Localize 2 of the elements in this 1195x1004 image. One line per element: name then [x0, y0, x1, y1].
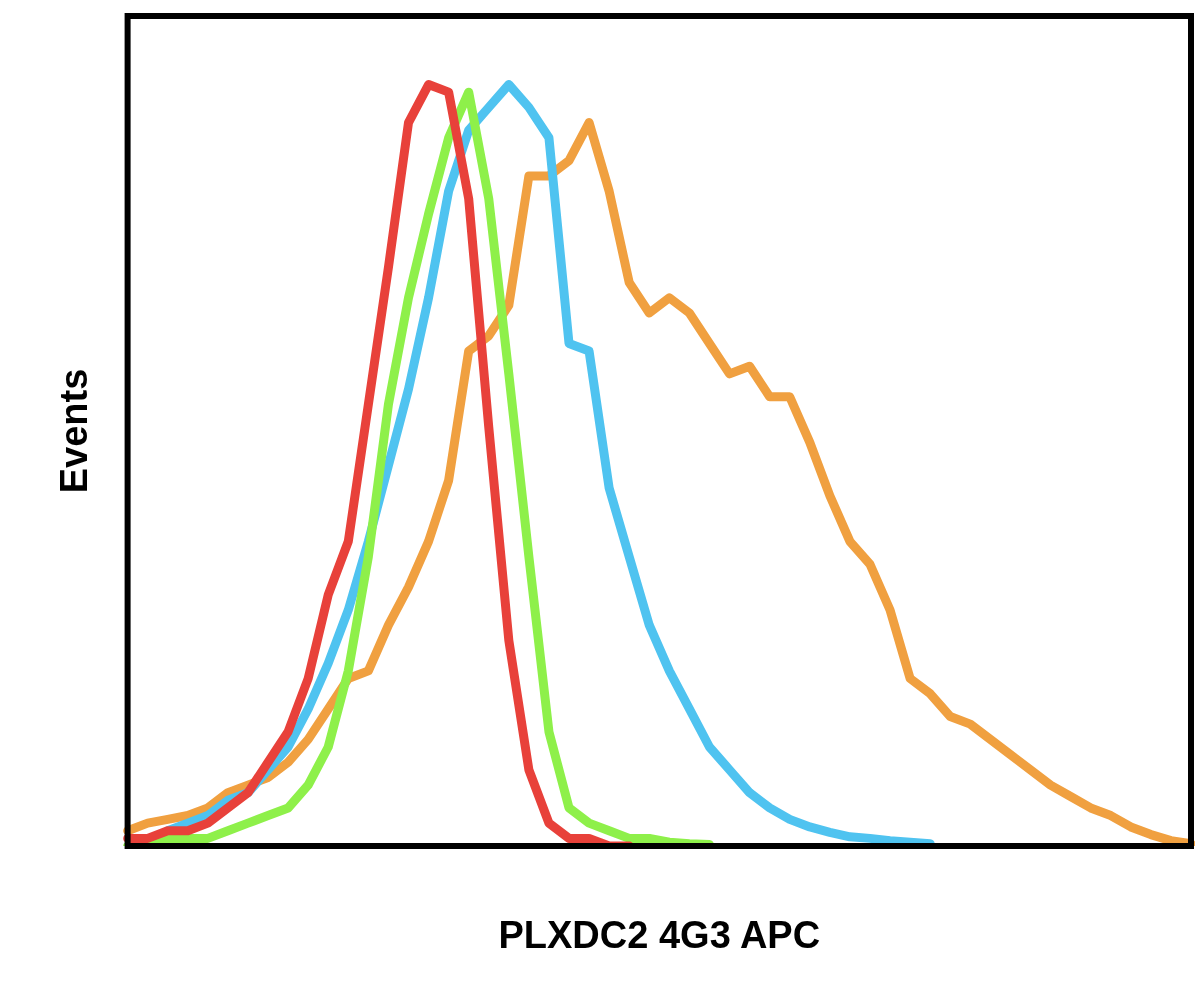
y-axis-title: Events [53, 368, 96, 494]
x-axis-title: PLXDC2 4G3 APC [498, 913, 821, 956]
